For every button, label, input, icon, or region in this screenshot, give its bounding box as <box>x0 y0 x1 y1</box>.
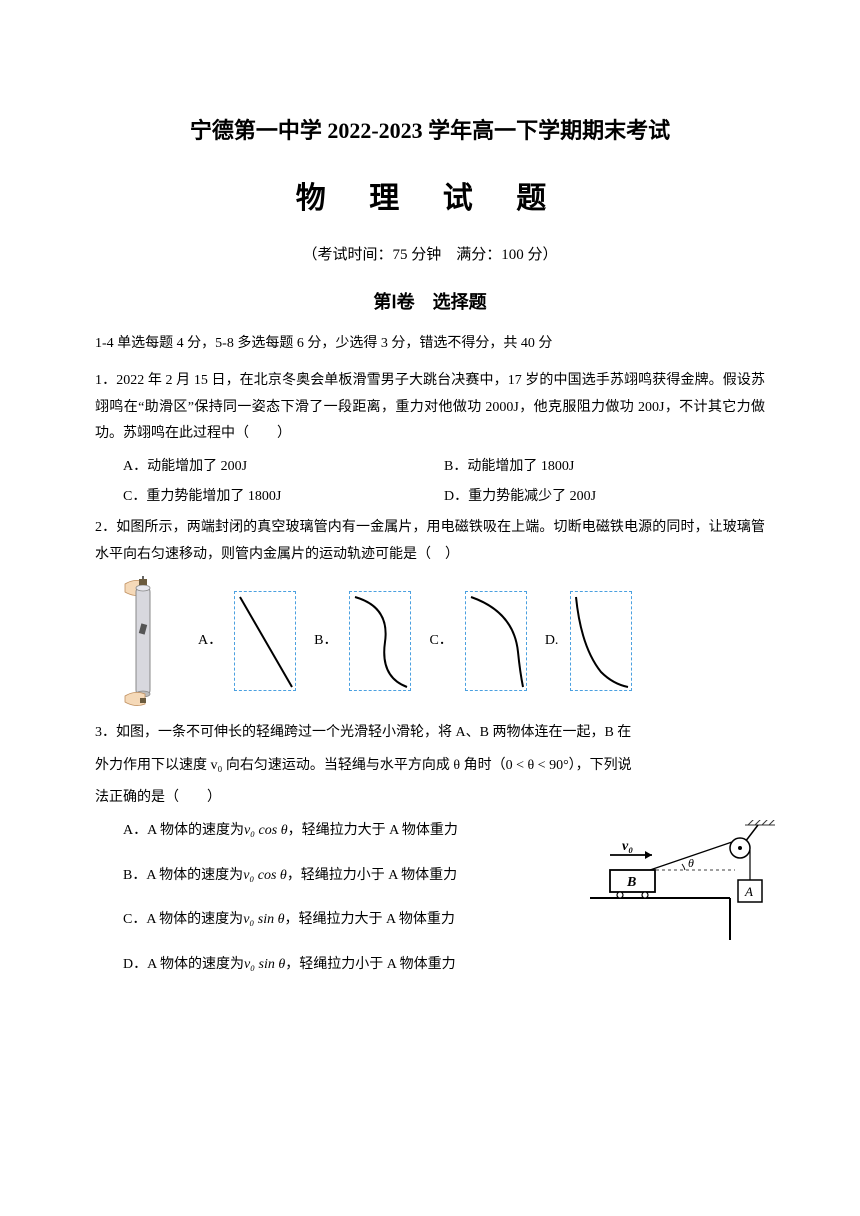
q2-tube-diagram <box>120 576 180 706</box>
q1-options-row2: C．重力势能增加了 1800J D．重力势能减少了 200J <box>95 484 765 511</box>
q3-d-pre: D．A 物体的速度为 <box>123 957 244 972</box>
q3-b-pre: B．A 物体的速度为 <box>123 868 243 883</box>
q2-label-c: C． <box>429 628 452 655</box>
q2-option-c-box <box>465 591 527 691</box>
q1-option-a: A．动能增加了 200J <box>123 454 444 481</box>
q1-option-b: B．动能增加了 1800J <box>444 454 765 481</box>
q2-figure-row: A． B． C． D. <box>95 576 765 706</box>
q3-label-a: A <box>744 884 753 899</box>
q3-b-post: ，轻绳拉力小于 A 物体重力 <box>287 868 457 883</box>
q3-label-theta: θ <box>688 856 694 870</box>
q1-option-d: D．重力势能减少了 200J <box>444 484 765 511</box>
q2-label-a: A． <box>198 628 222 655</box>
q3-text-p1: 3．如图，一条不可伸长的轻绳跨过一个光滑轻小滑轮，将 A、B 两物体连在一起，B… <box>95 720 765 747</box>
scoring-instructions: 1-4 单选每题 4 分，5-8 多选每题 6 分，少选得 3 分，错选不得分，… <box>95 331 765 358</box>
q1-text: 1．2022 年 2 月 15 日，在北京冬奥会单板滑雪男子大跳台决赛中，17 … <box>95 368 765 448</box>
q3-b-mid: v₀ cos θ <box>243 868 287 883</box>
q3-option-d: D．A 物体的速度为v₀ sin θ，轻绳拉力小于 A 物体重力 <box>123 952 765 979</box>
q2-option-b-box <box>349 591 411 691</box>
q3-c-post: ，轻绳拉力大于 A 物体重力 <box>284 912 454 927</box>
q1-option-c: C．重力势能增加了 1800J <box>123 484 444 511</box>
q3-c-pre: C．A 物体的速度为 <box>123 912 243 927</box>
q3-text-p3: 法正确的是（ ） <box>95 785 765 812</box>
q3-text-p2: 外力作用下以速度 v₀ 向右匀速运动。当轻绳与水平方向成 θ 角时（0 < θ … <box>95 753 765 780</box>
title-main: 宁德第一中学 2022-2023 学年高一下学期期末考试 <box>95 110 765 152</box>
q3-a-post: ，轻绳拉力大于 A 物体重力 <box>288 823 458 838</box>
q2-text: 2．如图所示，两端封闭的真空玻璃管内有一金属片，用电磁铁吸在上端。切断电磁铁电源… <box>95 515 765 568</box>
q2-option-a-box <box>234 591 296 691</box>
q3-c-mid: v₀ sin θ <box>243 912 284 927</box>
q2-option-d-box <box>570 591 632 691</box>
q1-options-row1: A．动能增加了 200J B．动能增加了 1800J <box>95 454 765 481</box>
exam-info: （考试时间：75 分钟 满分：100 分） <box>95 241 765 270</box>
q3-diagram: A θ B v₀ <box>590 820 775 940</box>
q2-label-b: B． <box>314 628 337 655</box>
q3-label-v0: v₀ <box>622 839 633 854</box>
q3-container: 3．如图，一条不可伸长的轻绳跨过一个光滑轻小滑轮，将 A、B 两物体连在一起，B… <box>95 720 765 978</box>
q3-a-pre: A．A 物体的速度为 <box>123 823 244 838</box>
q3-a-mid: v₀ cos θ <box>244 823 288 838</box>
q3-label-b: B <box>626 875 636 890</box>
q3-d-post: ，轻绳拉力小于 A 物体重力 <box>285 957 455 972</box>
section-title: 第Ⅰ卷 选择题 <box>95 285 765 319</box>
q2-label-d: D. <box>545 628 559 655</box>
title-subject: 物 理 试 题 <box>95 170 765 227</box>
q3-d-mid: v₀ sin θ <box>244 957 285 972</box>
